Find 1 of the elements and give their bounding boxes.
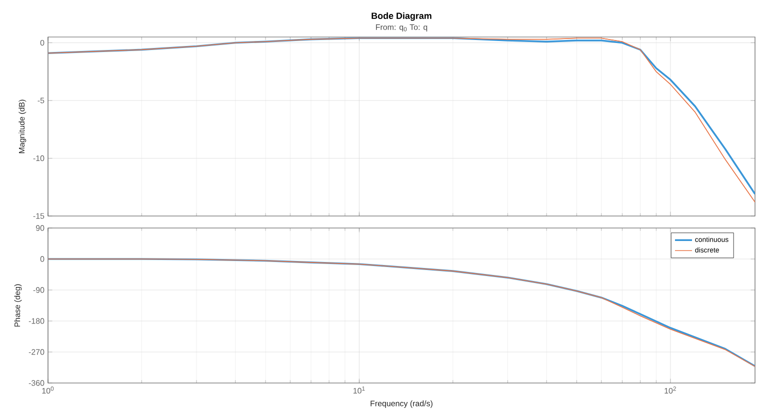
chart-title: Bode Diagram [372, 12, 432, 21]
